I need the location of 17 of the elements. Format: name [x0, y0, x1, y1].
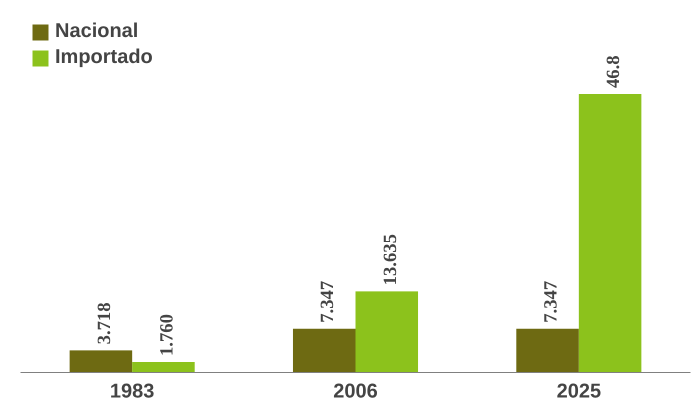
legend-label: Nacional	[55, 20, 138, 43]
x-tick-label: 2006	[333, 380, 378, 400]
x-tick-label: 1983	[110, 380, 154, 400]
legend-label: Importado	[55, 46, 153, 69]
bar	[578, 94, 642, 372]
data-label: 13.635	[380, 234, 401, 286]
bar	[356, 291, 418, 372]
bar	[292, 328, 356, 372]
bar	[516, 328, 579, 372]
data-label: 3.718	[94, 302, 115, 344]
bar	[70, 350, 132, 372]
data-label: 46.8	[603, 55, 624, 88]
data-label: 1.760	[156, 314, 178, 356]
bar	[132, 362, 195, 372]
data-label: 7.347	[317, 280, 338, 323]
x-tick-label: 2025	[556, 380, 602, 400]
data-label: 7.347	[540, 280, 562, 323]
